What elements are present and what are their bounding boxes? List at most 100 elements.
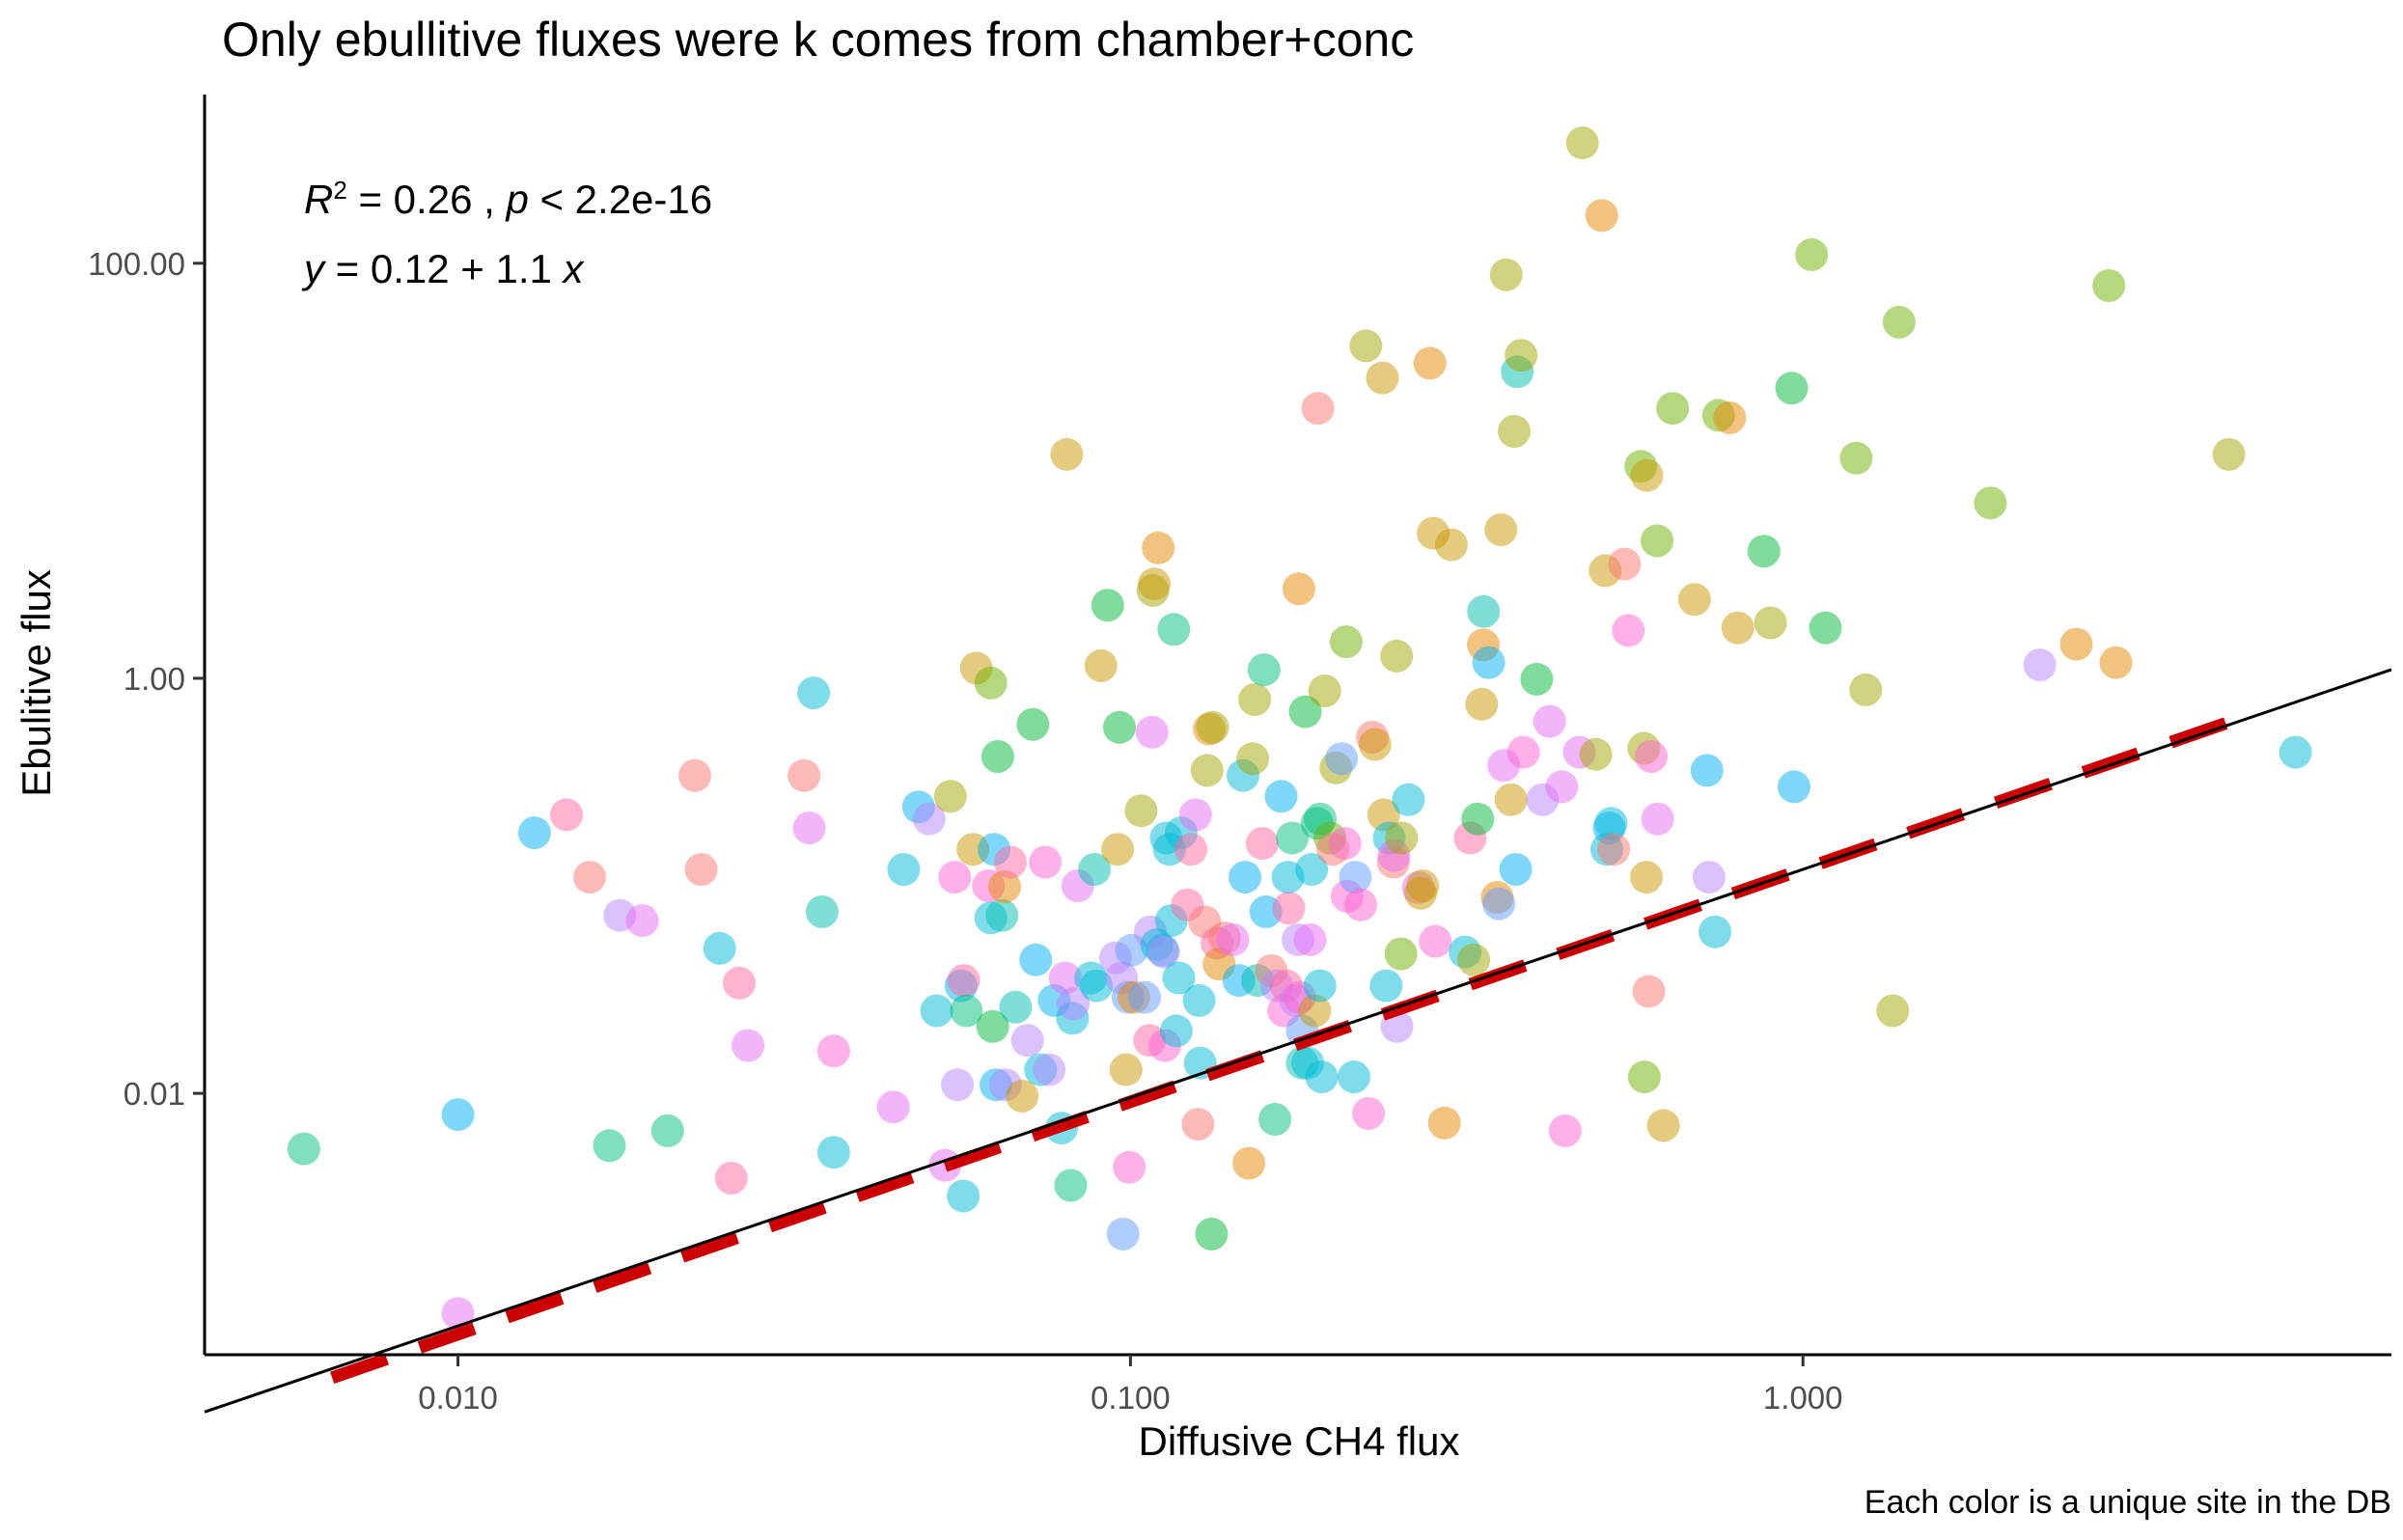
data-point bbox=[1380, 639, 1414, 673]
data-point bbox=[1545, 770, 1579, 804]
data-point bbox=[805, 894, 839, 928]
data-point bbox=[941, 1068, 975, 1102]
data-point bbox=[1506, 735, 1540, 769]
data-point bbox=[1245, 827, 1279, 861]
data-point bbox=[876, 1090, 910, 1124]
data-point bbox=[723, 966, 756, 1000]
data-point bbox=[1216, 922, 1250, 956]
data-point bbox=[1876, 994, 1910, 1028]
data-point bbox=[2279, 735, 2312, 769]
data-point bbox=[1461, 802, 1495, 836]
data-point bbox=[933, 780, 967, 813]
data-point bbox=[816, 1136, 850, 1169]
data-point bbox=[1162, 961, 1196, 995]
data-point bbox=[976, 1009, 1009, 1043]
data-point bbox=[988, 870, 1021, 903]
data-point bbox=[787, 758, 821, 792]
data-point bbox=[1236, 742, 1270, 776]
data-point bbox=[1258, 1103, 1292, 1136]
data-point bbox=[1101, 833, 1135, 866]
y-axis-label: Ebulitive flux bbox=[14, 569, 59, 797]
data-point bbox=[287, 1132, 320, 1166]
data-point bbox=[1142, 531, 1175, 564]
data-point bbox=[1489, 258, 1523, 291]
data-point bbox=[920, 994, 953, 1028]
data-point bbox=[1113, 1150, 1146, 1184]
eq-x-symbol: x bbox=[563, 246, 584, 291]
data-point bbox=[1057, 987, 1091, 1021]
data-point bbox=[816, 1034, 850, 1068]
data-point bbox=[985, 898, 1019, 932]
axes bbox=[203, 95, 2391, 1357]
data-point bbox=[1146, 935, 1180, 969]
data-point bbox=[1103, 710, 1136, 744]
data-point bbox=[550, 798, 583, 832]
data-point bbox=[947, 1179, 981, 1213]
data-point bbox=[1627, 1060, 1661, 1094]
eq-body: = 0.12 + 1.1 bbox=[324, 246, 564, 291]
data-point bbox=[2023, 648, 2057, 682]
data-point bbox=[1713, 401, 1747, 434]
data-point bbox=[999, 990, 1033, 1024]
data-point bbox=[732, 1029, 765, 1062]
data-point bbox=[1295, 853, 1329, 886]
data-point bbox=[1472, 646, 1505, 679]
data-point bbox=[1329, 625, 1363, 659]
p-value: < 2.2e-16 bbox=[528, 177, 713, 222]
data-point bbox=[1135, 715, 1169, 749]
regression-fit-line bbox=[204, 668, 2392, 1414]
data-point bbox=[1641, 524, 1674, 558]
data-point bbox=[1054, 1169, 1088, 1202]
data-point bbox=[1016, 707, 1050, 741]
data-point bbox=[1548, 1114, 1582, 1147]
data-point bbox=[1533, 704, 1566, 738]
data-point bbox=[1272, 892, 1306, 925]
data-point bbox=[1264, 780, 1298, 813]
data-point bbox=[1159, 1014, 1193, 1048]
data-point bbox=[947, 964, 981, 998]
data-point bbox=[1029, 845, 1063, 879]
data-point bbox=[2092, 269, 2126, 302]
data-point bbox=[593, 1129, 626, 1163]
data-point bbox=[1174, 833, 1207, 866]
data-point bbox=[1692, 861, 1726, 894]
data-point bbox=[1048, 961, 1082, 995]
data-point bbox=[441, 1098, 475, 1132]
y-tick-label: 1.00 bbox=[124, 661, 185, 697]
r-squared-annotation: R2 = 0.26 , p < 2.2e-16 bbox=[304, 176, 712, 223]
data-point bbox=[1366, 361, 1399, 395]
data-point bbox=[1352, 1096, 1386, 1130]
data-point bbox=[1325, 742, 1359, 776]
data-point bbox=[1882, 305, 1916, 339]
data-point bbox=[1419, 924, 1452, 958]
data-point bbox=[1238, 683, 1272, 716]
data-point bbox=[2059, 627, 2093, 661]
data-point bbox=[1010, 1024, 1044, 1058]
data-point bbox=[1181, 1108, 1215, 1141]
x-tick-label: 1.000 bbox=[1763, 1380, 1843, 1416]
data-point bbox=[1385, 821, 1419, 855]
data-point bbox=[1358, 728, 1392, 761]
data-point bbox=[1282, 572, 1315, 606]
data-point bbox=[714, 1162, 748, 1195]
data-point bbox=[1349, 329, 1383, 363]
data-point bbox=[1080, 969, 1114, 1003]
data-point bbox=[1392, 783, 1425, 816]
data-point bbox=[1109, 1053, 1143, 1086]
data-point bbox=[1339, 861, 1372, 894]
data-point bbox=[1778, 770, 1810, 804]
data-point bbox=[1338, 1060, 1370, 1094]
fit-lines bbox=[204, 668, 2392, 1414]
axis-ticks: 0.01 1.00 100.00 0.010 0.100 1.000 bbox=[88, 246, 1842, 1416]
data-point bbox=[1974, 486, 2007, 520]
data-point bbox=[1019, 943, 1053, 976]
data-point bbox=[684, 853, 718, 886]
data-point bbox=[1754, 606, 1787, 640]
data-point bbox=[1190, 754, 1224, 787]
y-tick-label: 100.00 bbox=[88, 246, 185, 282]
data-point bbox=[1078, 853, 1112, 886]
data-point bbox=[1482, 887, 1516, 921]
regression-equation: y = 0.12 + 1.1 x bbox=[304, 246, 584, 292]
data-point bbox=[1091, 589, 1124, 622]
data-point bbox=[678, 758, 711, 792]
